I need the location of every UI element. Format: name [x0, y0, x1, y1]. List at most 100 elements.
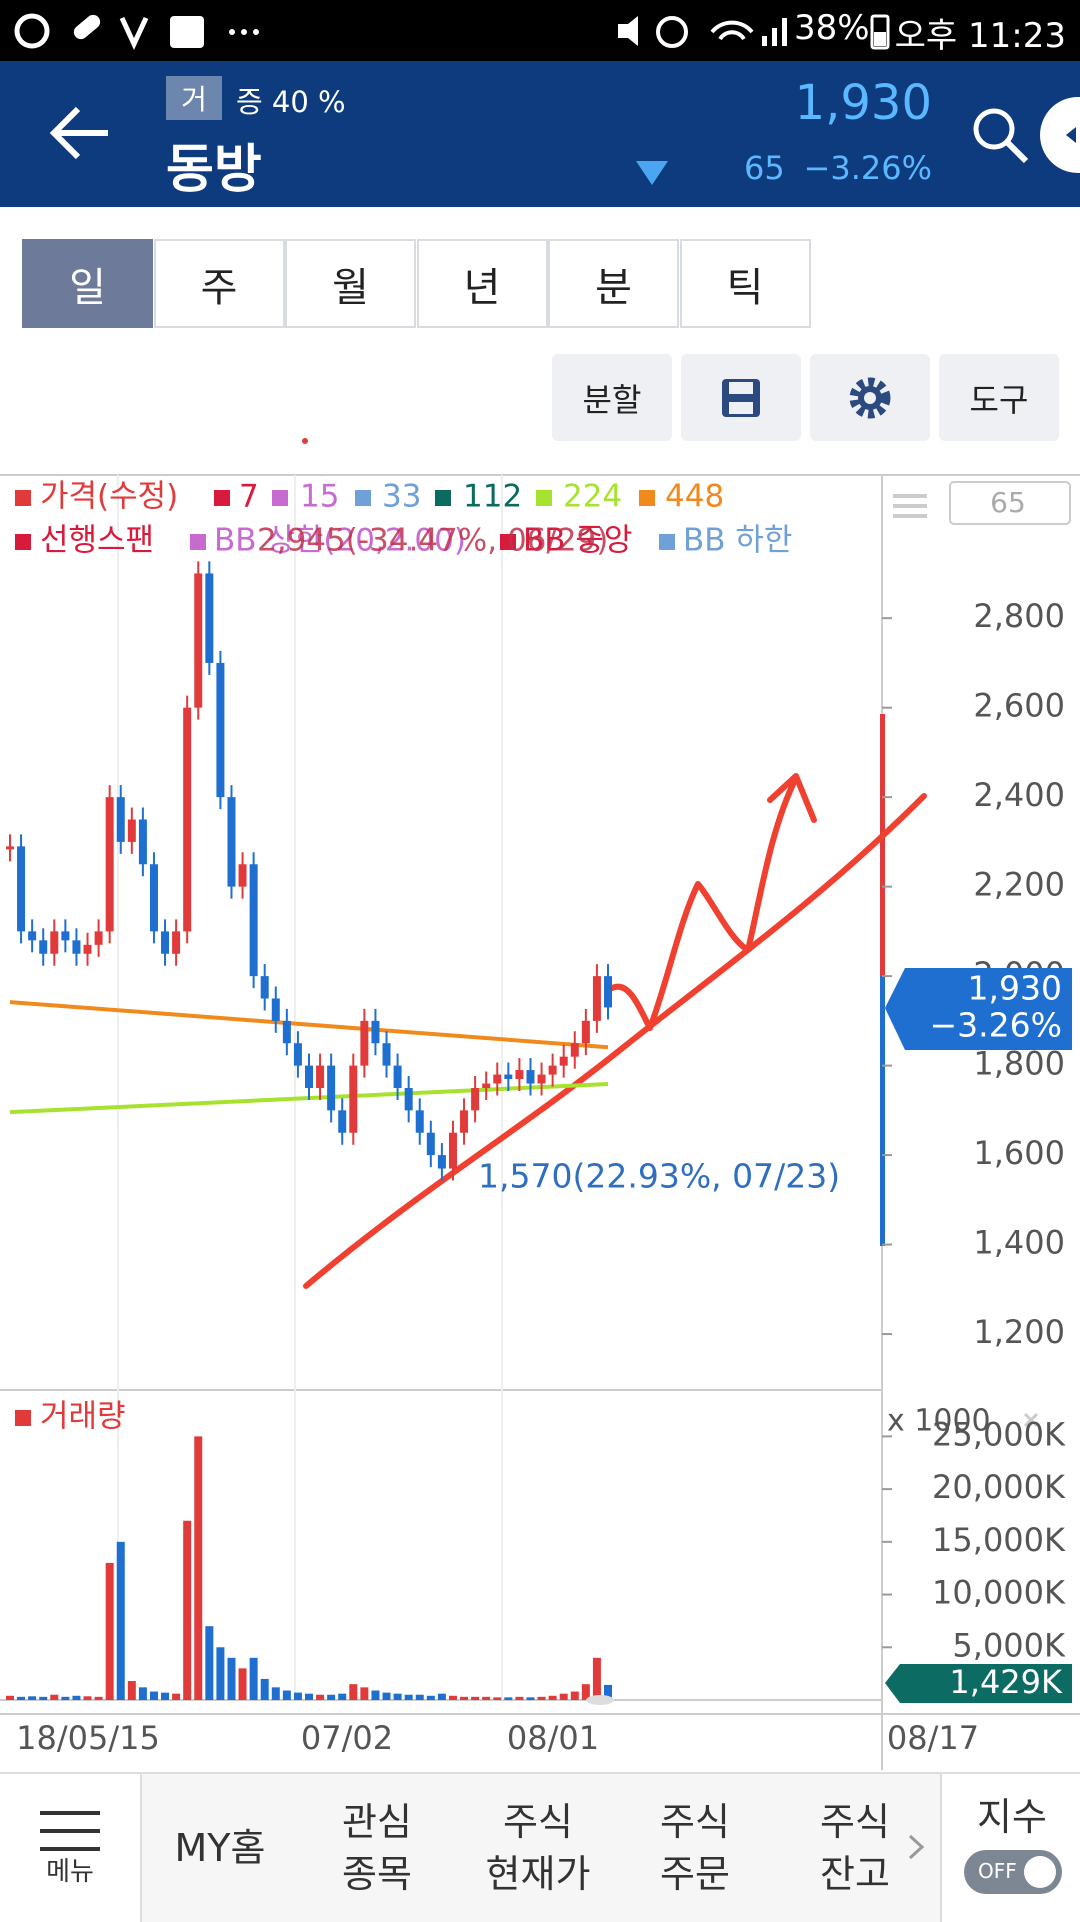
more-arrow[interactable]	[906, 1832, 926, 1862]
range-bar-up	[880, 714, 885, 976]
period-tab[interactable]: 월	[285, 239, 416, 328]
volume-bar	[61, 1696, 70, 1700]
candle	[448, 1132, 457, 1169]
volume-bar	[293, 1692, 302, 1700]
volume-bar	[393, 1693, 402, 1700]
candle	[371, 1020, 380, 1044]
period-tab[interactable]: 주	[153, 239, 285, 328]
side-toggle[interactable]	[1036, 95, 1080, 175]
stock-name: 동방	[166, 140, 262, 200]
volume-bar	[238, 1668, 247, 1700]
menu-button[interactable]: 메뉴	[0, 1774, 142, 1922]
candle	[570, 1043, 579, 1057]
volume-bar	[172, 1693, 181, 1700]
volume-bar	[460, 1696, 469, 1700]
legend-swatch	[639, 490, 655, 506]
candle	[349, 1065, 358, 1133]
volume-bar	[504, 1697, 513, 1700]
volume-bar	[216, 1647, 225, 1700]
scroll-thumb	[586, 1695, 614, 1705]
nav-item[interactable]: 주식 주문	[620, 1774, 770, 1922]
nav-item[interactable]: 관심 종목	[302, 1774, 452, 1922]
volume-bar	[559, 1693, 568, 1700]
volume-bar	[349, 1684, 358, 1700]
hand-drawing	[303, 773, 927, 1289]
period-tab[interactable]: 일	[22, 239, 153, 328]
y-tick-label: 2,200	[973, 866, 1065, 904]
badge: 거	[166, 76, 222, 120]
candle	[149, 864, 158, 932]
count-box[interactable]	[949, 481, 1071, 525]
menu-label: 메뉴	[46, 1857, 94, 1887]
clock: 오후 11:23	[894, 16, 1066, 56]
nav-item-label: 종목	[342, 1852, 412, 1896]
search-button[interactable]	[970, 105, 1030, 165]
candle	[415, 1110, 424, 1133]
legend-swatch	[190, 534, 206, 550]
candle	[471, 1087, 480, 1111]
close-icon[interactable]	[1023, 1412, 1039, 1428]
period-tab[interactable]: 년	[416, 239, 548, 328]
candle	[305, 1065, 313, 1088]
candle	[282, 1020, 291, 1044]
range-bar-down	[880, 976, 885, 1246]
volume-bar	[6, 1695, 14, 1700]
y-tick-label: 2,400	[973, 776, 1065, 814]
nav-item[interactable]: 주식 잔고	[780, 1774, 930, 1922]
candle	[548, 1065, 557, 1075]
x-tick-label: 08/17	[887, 1719, 979, 1757]
candle	[404, 1087, 413, 1111]
candle	[293, 1043, 302, 1066]
status-bar: 38% 오후 11:23	[0, 0, 1080, 61]
list-icon[interactable]	[893, 494, 927, 518]
nav-item-label: 주식	[503, 1800, 573, 1844]
x-tick-label: 07/02	[301, 1719, 393, 1757]
legend-label: 448	[665, 479, 724, 515]
price-tag	[885, 968, 1072, 1050]
volume-bar	[116, 1541, 125, 1700]
volume-bar	[327, 1694, 336, 1700]
candle	[161, 931, 170, 954]
volume-bar	[50, 1694, 59, 1700]
volume-bar	[316, 1694, 325, 1700]
candle	[338, 1110, 347, 1133]
y-tick-label: 15,000K	[932, 1521, 1066, 1559]
toggle[interactable]: OFF	[964, 1850, 1062, 1894]
save-button[interactable]	[681, 354, 801, 441]
nav-item-label: MY홈	[174, 1826, 266, 1870]
legend-label: 224	[563, 479, 622, 515]
volume-bar	[482, 1696, 491, 1700]
candle	[227, 797, 236, 887]
volume-bar	[338, 1693, 347, 1700]
candle	[592, 976, 601, 1021]
nav-item[interactable]: MY홈	[145, 1774, 295, 1922]
volume-bar	[371, 1690, 380, 1700]
volume-bar	[83, 1696, 92, 1700]
period-tab[interactable]: 틱	[679, 239, 811, 328]
candle	[537, 1074, 546, 1084]
dot	[302, 438, 308, 444]
back-button[interactable]	[48, 103, 114, 163]
period-tab[interactable]: 분	[548, 239, 679, 328]
candle	[28, 931, 37, 941]
x-tick-label: 08/01	[507, 1719, 599, 1757]
legend-swatch	[536, 490, 552, 506]
split-button[interactable]: 분할	[552, 354, 672, 441]
volume-bar	[404, 1694, 413, 1700]
legend-swatch	[435, 490, 451, 506]
volume-bar	[493, 1697, 502, 1700]
price-tag-value: 1,930	[968, 969, 1062, 1008]
battery-icon	[870, 14, 890, 50]
legend-swatch	[500, 534, 516, 550]
settings-button[interactable]	[810, 354, 930, 441]
nav-item[interactable]: 주식 현재가	[463, 1774, 613, 1922]
candle	[216, 662, 225, 798]
volume-bar	[471, 1696, 480, 1700]
tools-button[interactable]: 도구	[939, 354, 1059, 441]
candle	[138, 819, 147, 865]
y-tick-label: 10,000K	[932, 1574, 1066, 1612]
candle	[238, 864, 247, 887]
candle	[382, 1043, 391, 1066]
volume-bar	[94, 1696, 103, 1700]
candle	[360, 1020, 369, 1066]
